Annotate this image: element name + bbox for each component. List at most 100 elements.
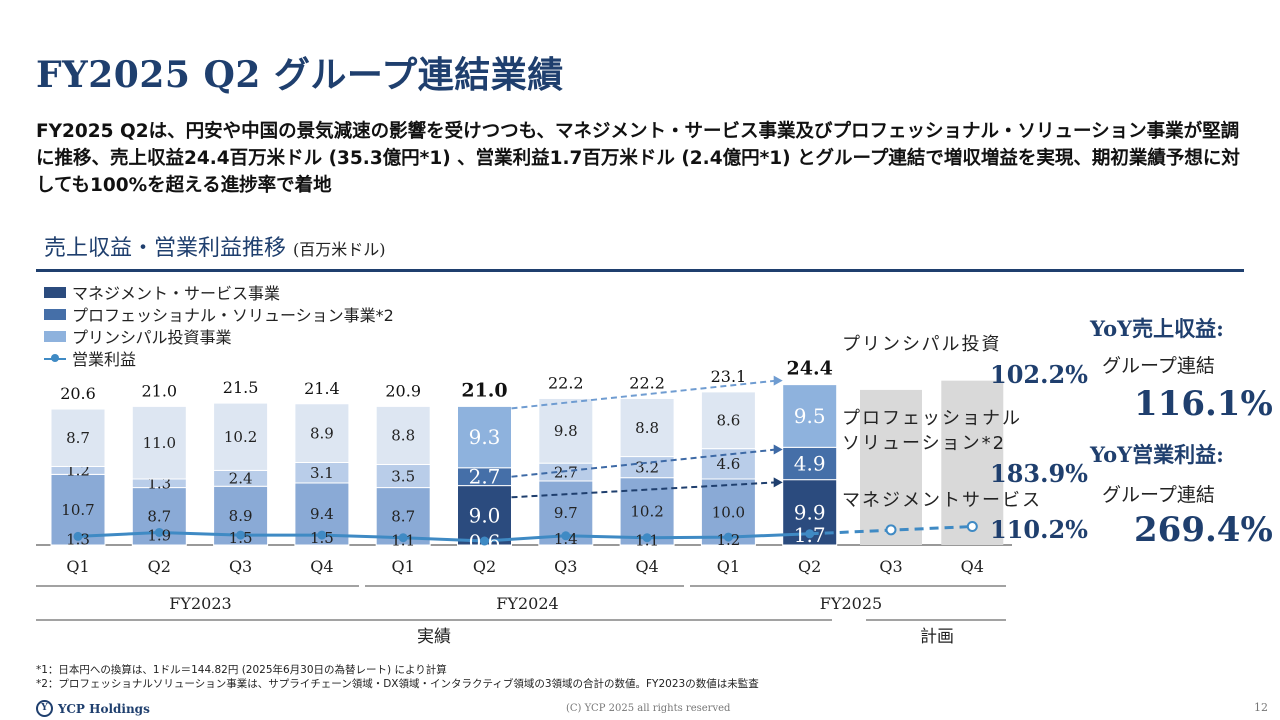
legend-label: プリンシパル投資事業: [72, 328, 232, 347]
bar-principal: [457, 405, 512, 469]
yoy-arrow-head: [773, 477, 783, 488]
section-title: 売上収益・営業利益推移 (百万米ドル): [44, 230, 386, 262]
section-divider: [36, 269, 1244, 272]
data-label-professional: 3.1: [310, 464, 334, 482]
operating-profit-point: [398, 533, 408, 543]
operating-profit-label: 1.5: [229, 529, 253, 547]
annotation-value: 183.9%: [990, 459, 1088, 488]
bar-principal: [131, 405, 187, 480]
bar-principal: [213, 402, 269, 471]
yoy-profit-sub: グループ連結: [1102, 484, 1215, 506]
data-label-professional: 2.7: [554, 463, 578, 481]
footnote-1: *1：日本円への換算は、1ドル＝144.82円 (2025年6月30日の為替レー…: [36, 664, 447, 676]
yoy-arrow-line: [511, 448, 777, 478]
legend-label: マネジメント・サービス事業: [72, 284, 281, 303]
annotation-label: マネジメントサービス: [842, 490, 1042, 511]
operating-profit-point: [154, 527, 164, 537]
total-label: 21.0: [461, 379, 507, 401]
operating-profit-label: 1.1: [635, 532, 659, 550]
annotation-label: ソリューション*2: [842, 433, 1006, 454]
operating-profit-point: [642, 533, 652, 543]
yoy-revenue-label: YoY売上収益:: [1090, 316, 1224, 341]
operating-profit-label: 1.7: [794, 523, 826, 547]
operating-profit-label: 1.4: [554, 530, 578, 548]
data-label-principal: 8.8: [635, 419, 659, 437]
x-tick-label: Q4: [635, 557, 658, 576]
footer-logo: Y YCP Holdings: [36, 700, 150, 717]
yoy-revenue-value: 116.1%: [1134, 384, 1273, 424]
annotation-value: 102.2%: [990, 360, 1088, 389]
legend-item-principal: プリンシパル投資事業: [44, 325, 394, 347]
data-label-management: 10.2: [630, 503, 663, 521]
yoy-arrow-line: [511, 379, 777, 410]
data-label-management: 9.0: [469, 503, 501, 527]
data-label-principal: 9.8: [554, 422, 578, 440]
total-label: 23.1: [711, 367, 747, 386]
operating-profit-label: 0.6: [469, 530, 501, 554]
data-label-principal: 9.5: [794, 404, 826, 428]
x-tick-label: Q3: [229, 557, 252, 576]
data-label-professional: 4.9: [794, 451, 826, 475]
bar-principal: [50, 408, 106, 467]
total-label: 20.9: [385, 381, 421, 400]
operating-profit-label: 1.2: [716, 531, 740, 549]
annotation-label: プロフェッショナル: [842, 408, 1022, 429]
copyright: (C) YCP 2025 all rights reserved: [566, 703, 731, 714]
data-label-professional: 3.5: [391, 467, 415, 485]
total-label: 22.2: [629, 373, 665, 392]
group-label: 実績: [417, 627, 451, 647]
total-label: 21.5: [223, 378, 259, 397]
bar-principal: [700, 391, 756, 450]
yoy-arrow-line: [511, 481, 777, 499]
data-label-management: 10.7: [61, 501, 94, 519]
operating-profit-plan-point: [966, 521, 978, 533]
data-label-professional: 2.7: [469, 465, 501, 489]
legend-swatch-principal: [44, 330, 66, 342]
yoy-arrow-head: [773, 375, 783, 386]
legend-item-professional: プロフェッショナル・ソリューション事業*2: [44, 303, 394, 325]
legend-label: プロフェッショナル・ソリューション事業*2: [72, 306, 394, 325]
summary-text: FY2025 Q2は、円安や中国の景気減速の影響を受けつつも、マネジメント・サー…: [36, 121, 1240, 196]
yoy-profit-label: YoY営業利益:: [1090, 442, 1224, 467]
annotation-value: 110.2%: [990, 515, 1088, 544]
yoy-arrow-head: [773, 444, 783, 455]
plan-bar: [860, 389, 922, 545]
annotation-label: プリンシパル投資: [842, 334, 1001, 355]
bar-principal: [294, 403, 350, 464]
operating-profit-point: [805, 529, 815, 539]
total-label: 24.4: [787, 358, 833, 380]
footnote-2: *2：プロフェッショナルソリューション事業は、サプライチェーン領域・DX領域・イ…: [36, 678, 759, 690]
legend-swatch-management: [44, 286, 66, 298]
bar-management: [457, 485, 512, 546]
total-label: 21.4: [304, 379, 340, 398]
x-tick-label: Q4: [310, 557, 333, 576]
ycp-logo-icon: Y: [36, 700, 53, 717]
total-label: 20.6: [60, 384, 96, 403]
yoy-revenue-sub: グループ連結: [1102, 355, 1215, 377]
chart-legend: マネジメント・サービス事業 プロフェッショナル・ソリューション事業*2 プリンシ…: [44, 281, 394, 369]
year-label: FY2025: [820, 594, 882, 613]
operating-profit-point: [561, 531, 571, 541]
total-label: 21.0: [141, 381, 177, 400]
data-label-management: 10.0: [712, 503, 745, 521]
data-label-management: 8.7: [391, 508, 415, 526]
x-tick-label: Q2: [148, 557, 171, 576]
data-label-professional: 4.6: [716, 455, 740, 473]
yoy-profit-value: 269.4%: [1134, 510, 1273, 550]
company-name: YCP Holdings: [58, 701, 150, 716]
group-label: 計画: [920, 627, 954, 647]
bar-principal: [619, 397, 675, 458]
x-tick-label: Q3: [879, 557, 902, 576]
operating-profit-label: 1.5: [310, 529, 334, 547]
legend-label: 営業利益: [72, 350, 137, 369]
year-label: FY2023: [169, 594, 231, 613]
bar-principal: [538, 397, 594, 464]
section-unit: (百万米ドル): [293, 240, 386, 259]
bar-principal: [782, 384, 838, 448]
data-label-management: 8.7: [147, 508, 171, 526]
bar-principal: [375, 405, 431, 465]
data-label-principal: 8.9: [310, 424, 334, 442]
total-label: 22.2: [548, 373, 584, 392]
data-label-principal: 8.8: [391, 427, 415, 445]
